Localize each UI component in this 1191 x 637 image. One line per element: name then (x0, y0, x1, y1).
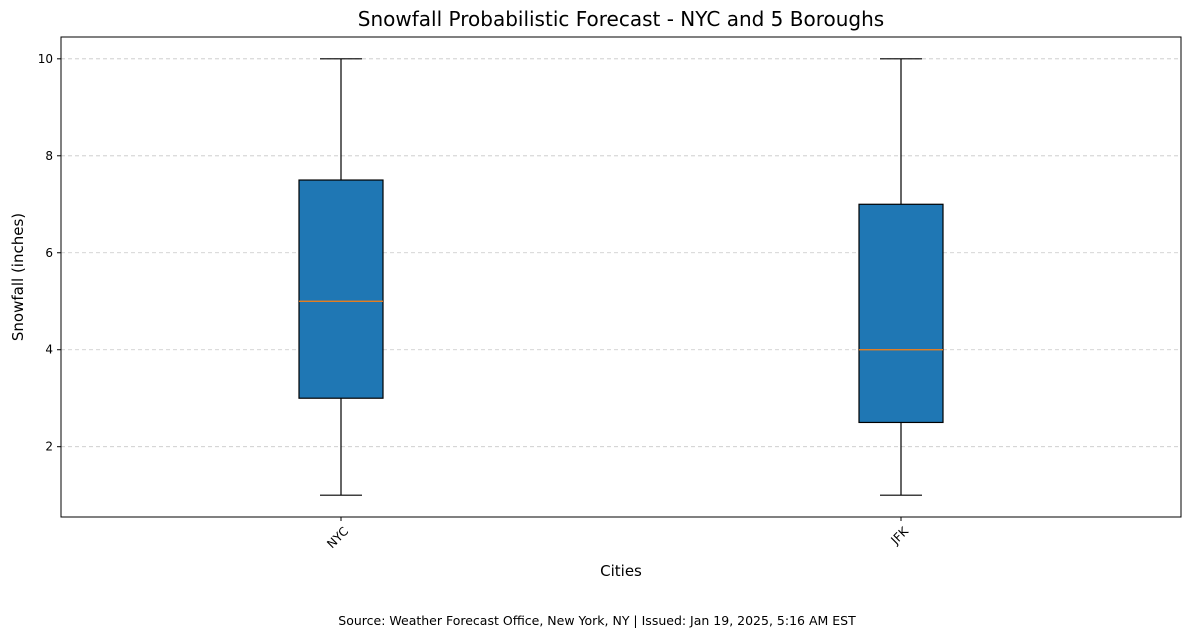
box-series (298, 58, 944, 496)
box-nyc (298, 58, 384, 496)
x-tick-label: JFK (888, 523, 912, 547)
plot-frame (60, 36, 1182, 518)
y-axis: 2 4 6 8 10 (38, 52, 61, 454)
x-axis: NYC JFK (324, 517, 912, 551)
y-tick-label: 6 (45, 246, 53, 260)
x-axis-label: Cities (600, 562, 642, 580)
iqr-box (298, 179, 384, 399)
y-tick-label: 10 (38, 52, 53, 66)
grid-lines (61, 58, 1181, 448)
iqr-box (858, 203, 944, 424)
source-note: Source: Weather Forecast Office, New Yor… (338, 613, 856, 628)
box-jfk (858, 58, 944, 496)
y-tick-label: 8 (45, 149, 53, 163)
y-axis-label: Snowfall (inches) (9, 213, 27, 341)
y-tick-label: 4 (45, 343, 53, 357)
y-tick-label: 2 (45, 440, 53, 454)
x-tick-label: NYC (324, 524, 351, 551)
chart-title: Snowfall Probabilistic Forecast - NYC an… (358, 7, 884, 31)
